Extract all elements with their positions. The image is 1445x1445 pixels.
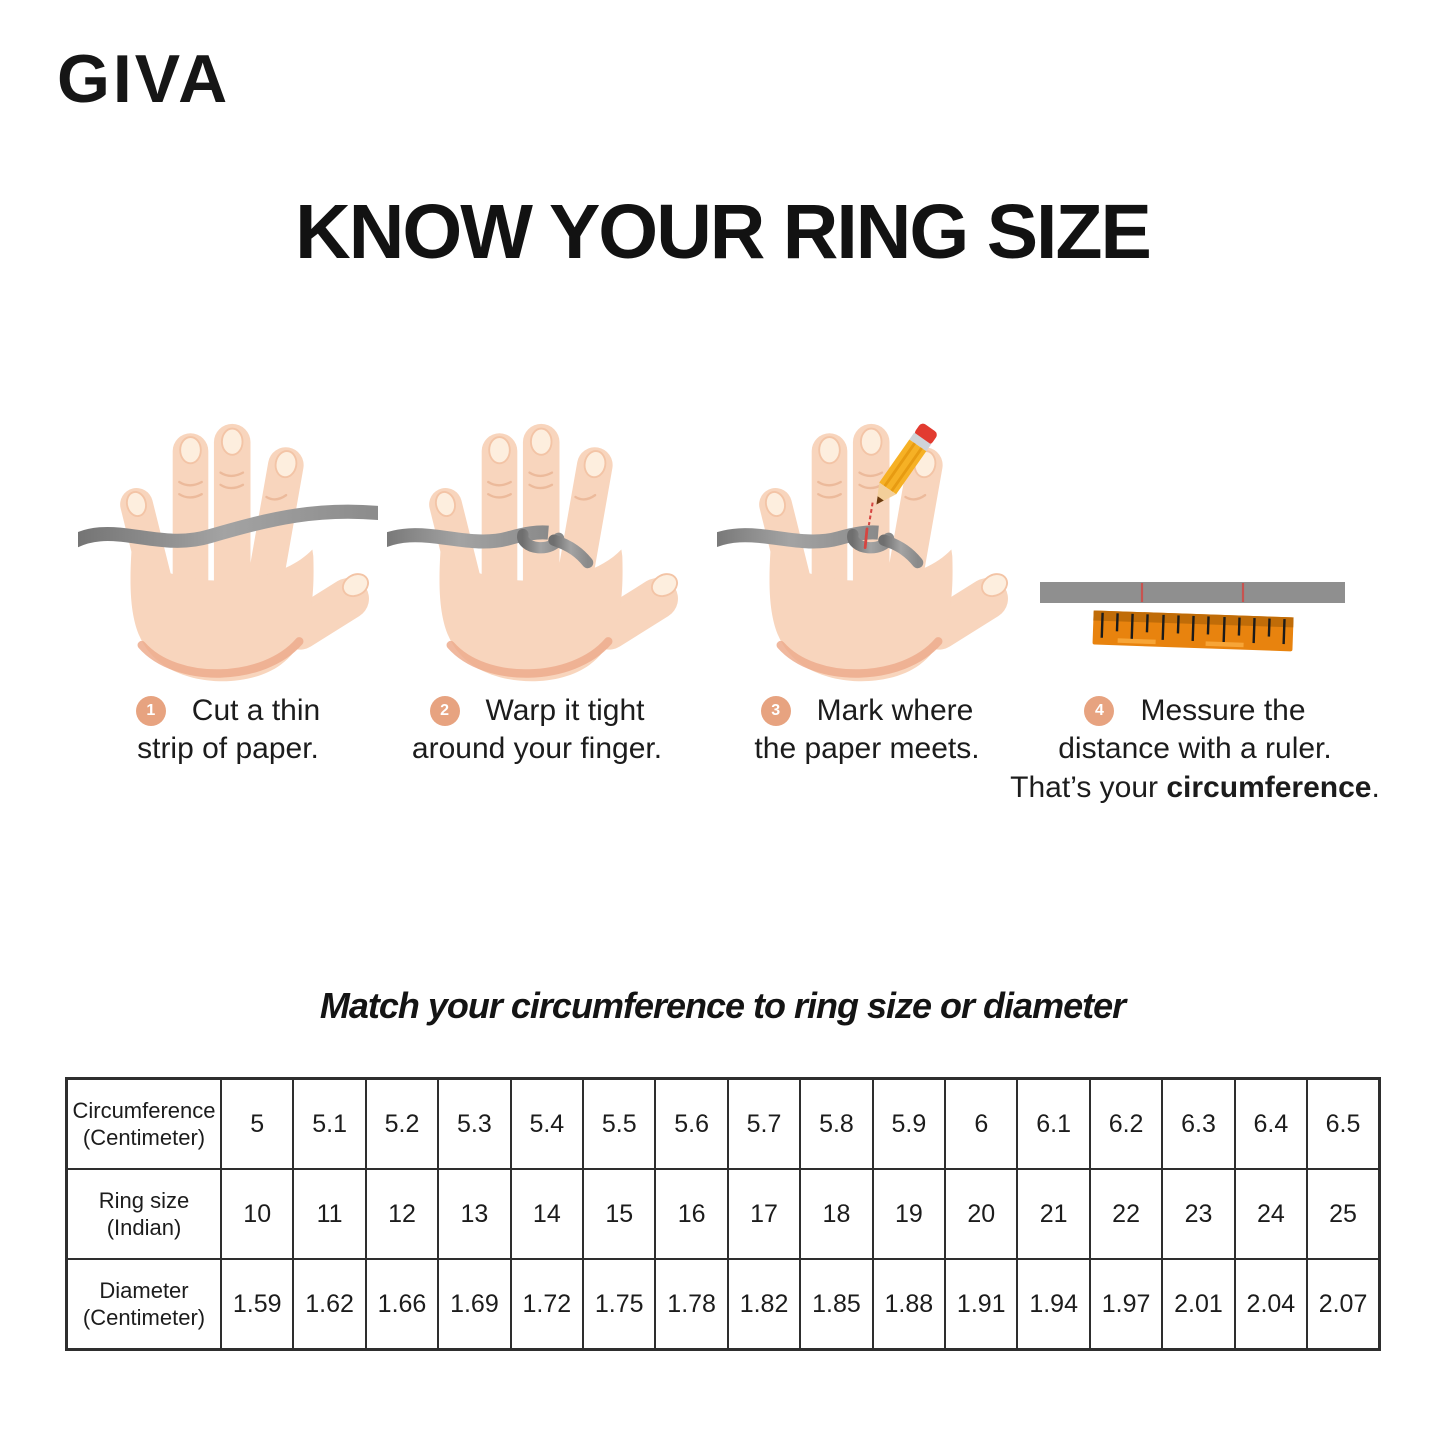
step-number-badge: 2 [429,696,460,727]
value-cell: 6.4 [1233,1077,1309,1170]
ring-size-table-body: Circumference (Centimeter) 5 5.1 5.2 5.3 5.4 5… [65,1077,1381,1351]
value-cell: 1.97 [1088,1258,1164,1351]
table-row: Diameter (Centimeter) 1.59 1.62 1.66 1.69 1.7… [65,1258,1381,1351]
value-cell: 25 [1306,1168,1381,1260]
step-text: Messure the [1140,694,1306,727]
value-cell: 15 [582,1168,657,1260]
step-note: That’s your circumference. [1005,769,1385,807]
value-cell: 5.1 [292,1077,367,1170]
step-caption: 3 Mark where the paper meets. [717,692,1017,769]
value-cell: 1.72 [509,1258,585,1351]
step-caption: 4 Messure the distance with a ruler. Tha… [1005,692,1385,807]
step-text: Cut a thin [191,694,321,727]
row-header-cell: Circumference (Centimeter) [65,1077,222,1170]
row-header-cell: Ring size (Indian) [65,1168,222,1260]
value-cell: 6 [944,1077,1019,1170]
value-cell: 11 [292,1168,367,1260]
step-number-badge: 3 [760,696,791,727]
giva-logo: GIVA [57,41,231,117]
step-text: Warp it tight [485,694,645,727]
hand-pencil-mark-icon [717,392,1017,692]
value-cell: 1.82 [726,1258,802,1351]
value-cell: 1.94 [1016,1258,1091,1351]
table-row: Ring size (Indian) 10 11 12 13 14 15 16 17 18 19 20… [65,1168,1381,1260]
pencil-icon [876,423,937,505]
value-cell: 1.78 [654,1258,729,1351]
table-subtitle: Match your circumference to ring size or… [319,985,1126,1026]
step-note-suffix: . [1371,770,1380,804]
value-cell: 19 [871,1168,947,1260]
value-cell: 5.7 [726,1077,802,1170]
step-text: the paper meets. [754,732,980,766]
value-cell: 6.2 [1088,1077,1164,1170]
page-title: KNOW YOUR RING SIZE [295,189,1152,275]
hand-with-paper-strip-icon [78,392,378,692]
value-cell: 14 [509,1168,585,1260]
value-cell: 17 [726,1168,802,1260]
table-row: Circumference (Centimeter) 5 5.1 5.2 5.3 5.4 5… [65,1077,1381,1170]
step-1-block: 1 Cut a thin strip of paper. [73,392,383,769]
step-4-block: 4 Messure the distance with a ruler. Tha… [1005,392,1385,807]
step-text: strip of paper. [137,732,319,766]
step-3-block: 3 Mark where the paper meets. [717,392,1017,769]
step-note-prefix: That’s your [1010,770,1167,804]
step-caption: 1 Cut a thin strip of paper. [73,692,383,769]
value-cell: 6.3 [1161,1077,1236,1170]
value-cell: 1.59 [219,1258,295,1351]
value-cell: 6.1 [1016,1077,1091,1170]
value-cell: 13 [437,1168,512,1260]
value-cell: 5.3 [437,1077,512,1170]
value-cell: 5.4 [509,1077,585,1170]
step-number-badge: 1 [135,696,166,727]
value-cell: 20 [944,1168,1019,1260]
row-header-cell: Diameter (Centimeter) [65,1258,222,1351]
paper-strip-and-ruler-icon [1040,582,1345,652]
value-cell: 1.75 [582,1258,657,1351]
value-cell: 10 [219,1168,295,1260]
value-cell: 5.9 [871,1077,947,1170]
value-cell: 2.07 [1306,1258,1381,1351]
value-cell: 21 [1016,1168,1091,1260]
value-cell: 2.04 [1233,1258,1309,1351]
value-cell: 12 [364,1168,440,1260]
step-text: Mark where [816,694,974,727]
value-cell: 5.8 [799,1077,874,1170]
value-cell: 1.85 [799,1258,874,1351]
value-cell: 2.01 [1161,1258,1236,1351]
value-cell: 22 [1088,1168,1164,1260]
value-cell: 5.2 [364,1077,440,1170]
value-cell: 23 [1161,1168,1236,1260]
value-cell: 1.91 [944,1258,1019,1351]
ruler-icon [1092,610,1294,652]
value-cell: 1.66 [364,1258,440,1351]
value-cell: 24 [1233,1168,1309,1260]
value-cell: 5.5 [582,1077,657,1170]
step-note-bold: circumference [1166,770,1372,804]
value-cell: 16 [654,1168,729,1260]
step-caption: 2 Warp it tight around your finger. [387,692,687,769]
value-cell: 1.62 [292,1258,367,1351]
value-cell: 18 [799,1168,874,1260]
value-cell: 5 [219,1077,295,1170]
value-cell: 6.5 [1306,1077,1381,1170]
step-text: around your finger. [411,732,663,766]
value-cell: 1.88 [871,1258,947,1351]
step-number-badge: 4 [1084,696,1115,727]
step-2-block: 2 Warp it tight around your finger. [387,392,687,769]
step-text: distance with a ruler. [1058,732,1332,766]
value-cell: 1.69 [437,1258,512,1351]
value-cell: 5.6 [654,1077,729,1170]
hand-strip-wrapped-finger-icon [387,392,687,692]
ring-size-table: Circumference (Centimeter) 5 5.1 5.2 5.3 5.4 5… [65,1077,1381,1351]
